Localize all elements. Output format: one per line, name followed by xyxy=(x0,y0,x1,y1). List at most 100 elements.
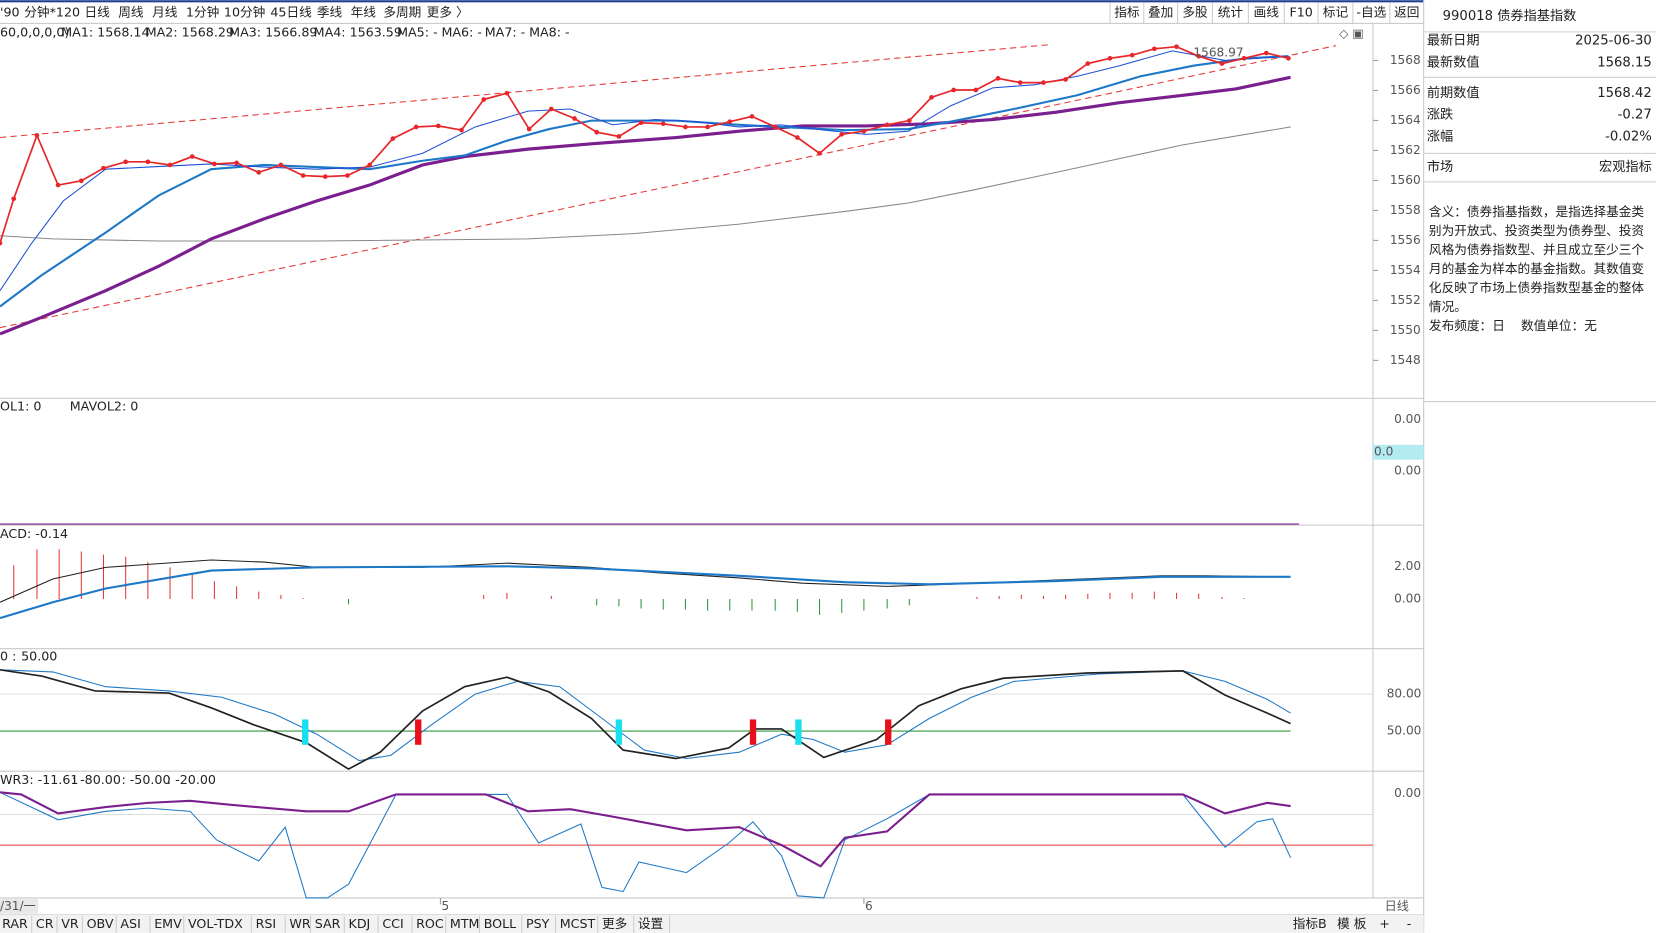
toolbar-button[interactable]: 画线 xyxy=(1254,4,1280,19)
date-cursor xyxy=(0,898,39,914)
indicator-tab[interactable]: CR xyxy=(36,916,54,931)
price-point xyxy=(34,133,40,138)
toolbar-button[interactable]: 返回 xyxy=(1394,4,1419,19)
toolbar-button[interactable]: 季线 xyxy=(317,4,343,19)
top-border xyxy=(0,0,1424,3)
indicator-tab[interactable]: MCST xyxy=(560,916,596,931)
date-label: 6 xyxy=(865,899,873,913)
vol-legend: MAVOL2: 0 xyxy=(70,398,139,413)
macd-histogram xyxy=(347,599,910,615)
price-point xyxy=(481,97,487,102)
value-marker-label: 0.0 xyxy=(1374,445,1393,459)
indicator-tab[interactable]: WR xyxy=(289,916,311,931)
price-point xyxy=(929,95,934,100)
toolbar-button[interactable]: F10 xyxy=(1289,4,1312,19)
info-description: 含义：债券指基指数，是指选择基金类 xyxy=(1429,204,1644,219)
indicator-tab[interactable]: KDJ xyxy=(349,916,371,931)
price-point xyxy=(906,118,912,123)
toolbar-button[interactable]: 标记 xyxy=(1323,4,1349,19)
indicator-tab[interactable]: 设置 xyxy=(638,916,663,931)
price-point xyxy=(1107,55,1113,61)
indicator-tab[interactable]: ROC xyxy=(416,916,444,931)
indicator-tab[interactable]: OBV xyxy=(87,916,114,931)
price-point xyxy=(817,151,822,156)
price-point xyxy=(638,120,644,126)
date-label: 5 xyxy=(441,899,449,913)
ma-legend: MA8: - xyxy=(529,24,569,39)
axis-label: 1560 xyxy=(1390,173,1421,187)
price-point xyxy=(727,119,733,124)
indicator-tab[interactable]: ASI xyxy=(120,916,140,931)
indicator-tab[interactable]: RSI xyxy=(256,916,277,931)
toolbar-button[interactable]: 月线 xyxy=(152,4,178,19)
toolbar-button[interactable]: 多周期 xyxy=(383,4,421,19)
price-point xyxy=(345,173,350,178)
indicator-tab[interactable]: MTM xyxy=(450,916,480,931)
price-point xyxy=(839,132,845,137)
toolbar-button[interactable]: -自选 xyxy=(1356,4,1386,19)
price-point xyxy=(749,114,755,119)
date-label: /31/一 xyxy=(0,899,36,913)
toolbar-button[interactable]: 叠加 xyxy=(1148,4,1173,19)
axis-label: 1554 xyxy=(1390,263,1421,277)
ma-line xyxy=(0,126,1291,242)
axis-label: 2.00 xyxy=(1394,559,1421,573)
toolbar-button[interactable]: 多股 xyxy=(1182,4,1208,19)
info-description: 别为开放式、投资类型为债券型、投资 xyxy=(1429,223,1644,238)
panel-button[interactable]: - xyxy=(1407,916,1412,931)
price-chart: 1568.97 ◇ ▣ xyxy=(0,27,1364,336)
kdj-legend: 50.00 xyxy=(21,649,57,664)
indicator-tab[interactable]: RAR xyxy=(2,916,28,931)
price-point xyxy=(1286,55,1291,61)
ma-legend: MA4: 1563.59 xyxy=(314,24,402,39)
price-point xyxy=(55,182,61,188)
toolbar-button[interactable]: 年线 xyxy=(351,4,377,19)
indicator-tab[interactable]: 更多 xyxy=(602,916,627,931)
price-point xyxy=(995,76,1001,81)
info-key: 前期数值 xyxy=(1427,84,1480,101)
indicator-tab[interactable]: VR xyxy=(61,916,79,931)
price-point xyxy=(367,162,372,168)
axis-label: 0.00 xyxy=(1394,592,1421,606)
axis-label: 1568 xyxy=(1390,53,1421,67)
info-footer: 发布频度：日 数值单位：无 xyxy=(1429,318,1597,333)
toolbar-button[interactable]: 周线 xyxy=(118,4,144,19)
price-point xyxy=(390,136,396,141)
indicator-tab[interactable]: VOL-TDX xyxy=(188,916,243,931)
price-point xyxy=(861,128,867,134)
indicator-tab[interactable]: CCI xyxy=(382,916,403,931)
toolbar-button[interactable]: '90 xyxy=(0,4,20,19)
info-value: 2025-06-30 xyxy=(1575,33,1652,48)
toolbar-button[interactable]: 分钟*120 xyxy=(24,4,80,19)
indicator-tab[interactable]: EMV xyxy=(154,916,182,931)
info-key: 最新数值 xyxy=(1427,55,1480,71)
toolbar-button[interactable]: 指标 xyxy=(1114,4,1140,19)
price-point xyxy=(1219,61,1225,66)
axis-label: 80.00 xyxy=(1387,687,1422,701)
price-point xyxy=(167,162,173,168)
price-point xyxy=(123,159,129,165)
toolbar-button[interactable]: 45日线 xyxy=(270,4,312,19)
price-point xyxy=(616,134,622,139)
toolbar-button[interactable]: 统计 xyxy=(1218,4,1244,19)
toolbar-button[interactable]: 更多 〉 xyxy=(427,4,469,19)
ma-legend: MA6: - xyxy=(441,24,481,39)
indicator-tab[interactable]: BOLL xyxy=(484,916,517,931)
axis-label: 1556 xyxy=(1390,233,1421,247)
price-point xyxy=(951,87,957,93)
panel-button[interactable]: 指标B xyxy=(1293,916,1327,931)
wr-legend: : -20.00 xyxy=(167,772,216,787)
indicator-tab[interactable]: PSY xyxy=(526,916,550,931)
panel-button[interactable]: + xyxy=(1379,916,1390,931)
toolbar-button[interactable]: 1分钟 xyxy=(186,4,219,19)
price-point xyxy=(1196,53,1202,59)
ma-legend: 60,0,0,0,0) xyxy=(0,24,69,39)
toolbar-button[interactable]: 10分钟 xyxy=(224,4,265,19)
indicator-tab[interactable]: SAR xyxy=(315,916,341,931)
tool-icon[interactable]: ◇ ▣ xyxy=(1339,27,1364,41)
panel-button[interactable]: 模 板 xyxy=(1337,916,1367,931)
toolbar-button[interactable]: 日线 xyxy=(84,4,110,19)
info-key: 市场 xyxy=(1427,158,1453,175)
